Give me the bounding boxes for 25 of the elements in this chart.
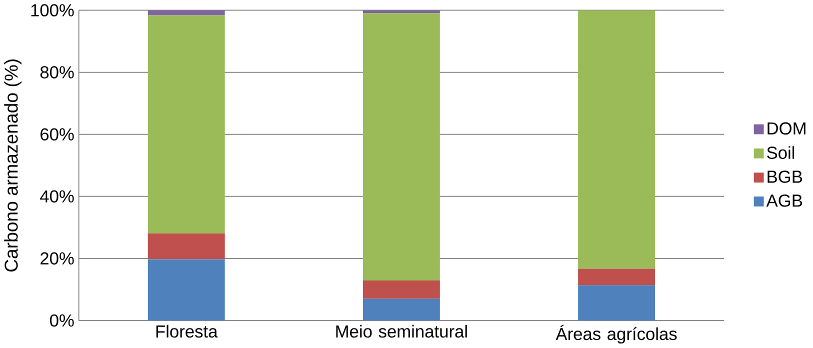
bar <box>578 285 655 321</box>
bar <box>578 268 655 286</box>
y-tick-label: 100% <box>31 4 74 17</box>
bar <box>362 298 440 321</box>
bar <box>148 15 225 234</box>
legend-label: Soil <box>767 146 794 160</box>
y-tick-label: 40% <box>40 190 74 203</box>
legend-label: DOM <box>768 122 806 135</box>
x-tick-label: Floresta <box>156 325 218 338</box>
y-tick-label: 0% <box>50 314 74 327</box>
bar <box>578 10 655 269</box>
bar <box>148 233 225 260</box>
bar <box>362 280 440 299</box>
y-axis-title: Carbono armazenado (%) <box>4 60 22 272</box>
bar <box>362 10 440 14</box>
x-tick-label: Meio seminatural <box>336 325 467 338</box>
legend-label: AGB <box>766 194 802 207</box>
bar <box>148 259 225 321</box>
bar <box>362 13 440 281</box>
y-tick-label: 60% <box>40 128 74 141</box>
legend-label: BGB <box>768 170 802 184</box>
y-tick-label: 80% <box>40 66 74 79</box>
x-tick-label: Áreas agrícolas <box>556 325 677 344</box>
y-tick-label: 20% <box>40 252 74 265</box>
bar <box>148 10 225 16</box>
